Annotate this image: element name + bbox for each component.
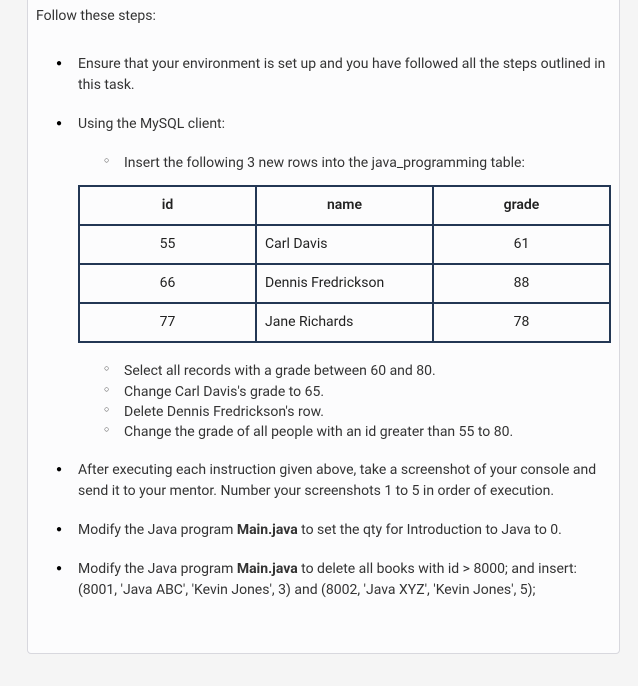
steps-list: Ensure that your environment is set up a… (36, 54, 611, 601)
step-text-bold: Main.java (237, 522, 298, 538)
sub-item-text: Delete Dennis Fredrickson's row. (124, 404, 324, 420)
sub-list-post: Select all records with a grade between … (78, 361, 611, 442)
step-text-bold: Main.java (237, 561, 298, 577)
table-row: 55 Carl Davis 61 (79, 225, 610, 264)
step-item: Modify the Java program Main.java to set… (78, 520, 611, 541)
step-item: After executing each instruction given a… (78, 460, 611, 502)
sub-item-text: Change the grade of all people with an i… (124, 424, 513, 440)
document-card: Follow these steps: Ensure that your env… (27, 0, 620, 654)
step-text: Ensure that your environment is set up a… (78, 56, 605, 93)
table-header-row: id name grade (79, 186, 610, 225)
table-row: 66 Dennis Fredrickson 88 (79, 264, 610, 303)
td-grade: 88 (433, 264, 610, 303)
sub-item-text: Insert the following 3 new rows into the… (124, 155, 525, 171)
table-wrap: id name grade 55 Carl Davis 61 66 (78, 185, 611, 343)
td-grade: 61 (433, 225, 610, 264)
sub-list-pre: Insert the following 3 new rows into the… (78, 153, 611, 173)
td-grade: 78 (433, 303, 610, 342)
step-item: Modify the Java program Main.java to del… (78, 559, 611, 601)
td-id: 55 (79, 225, 256, 264)
table-row: 77 Jane Richards 78 (79, 303, 610, 342)
sub-item: Select all records with a grade between … (124, 361, 611, 381)
sub-item: Change Carl Davis's grade to 65. (124, 382, 611, 402)
intro-text: Follow these steps: (36, 8, 611, 24)
programming-table: id name grade 55 Carl Davis 61 66 (78, 185, 611, 343)
step-text-part: Modify the Java program (78, 522, 237, 538)
th-id: id (79, 186, 256, 225)
td-name: Jane Richards (256, 303, 433, 342)
th-name: name (256, 186, 433, 225)
step-text: Using the MySQL client: (78, 116, 225, 132)
td-id: 66 (79, 264, 256, 303)
step-text-part: to set the qty for Introduction to Java … (298, 522, 562, 538)
step-item: Ensure that your environment is set up a… (78, 54, 611, 96)
sub-item: Change the grade of all people with an i… (124, 422, 611, 442)
sub-item: Insert the following 3 new rows into the… (124, 153, 611, 173)
step-text: After executing each instruction given a… (78, 462, 596, 499)
step-text-part: Modify the Java program (78, 561, 237, 577)
td-id: 77 (79, 303, 256, 342)
sub-item-text: Select all records with a grade between … (124, 363, 436, 379)
td-name: Carl Davis (256, 225, 433, 264)
step-item: Using the MySQL client: Insert the follo… (78, 114, 611, 442)
th-grade: grade (433, 186, 610, 225)
sub-item: Delete Dennis Fredrickson's row. (124, 402, 611, 422)
sub-item-text: Change Carl Davis's grade to 65. (124, 384, 324, 400)
td-name: Dennis Fredrickson (256, 264, 433, 303)
